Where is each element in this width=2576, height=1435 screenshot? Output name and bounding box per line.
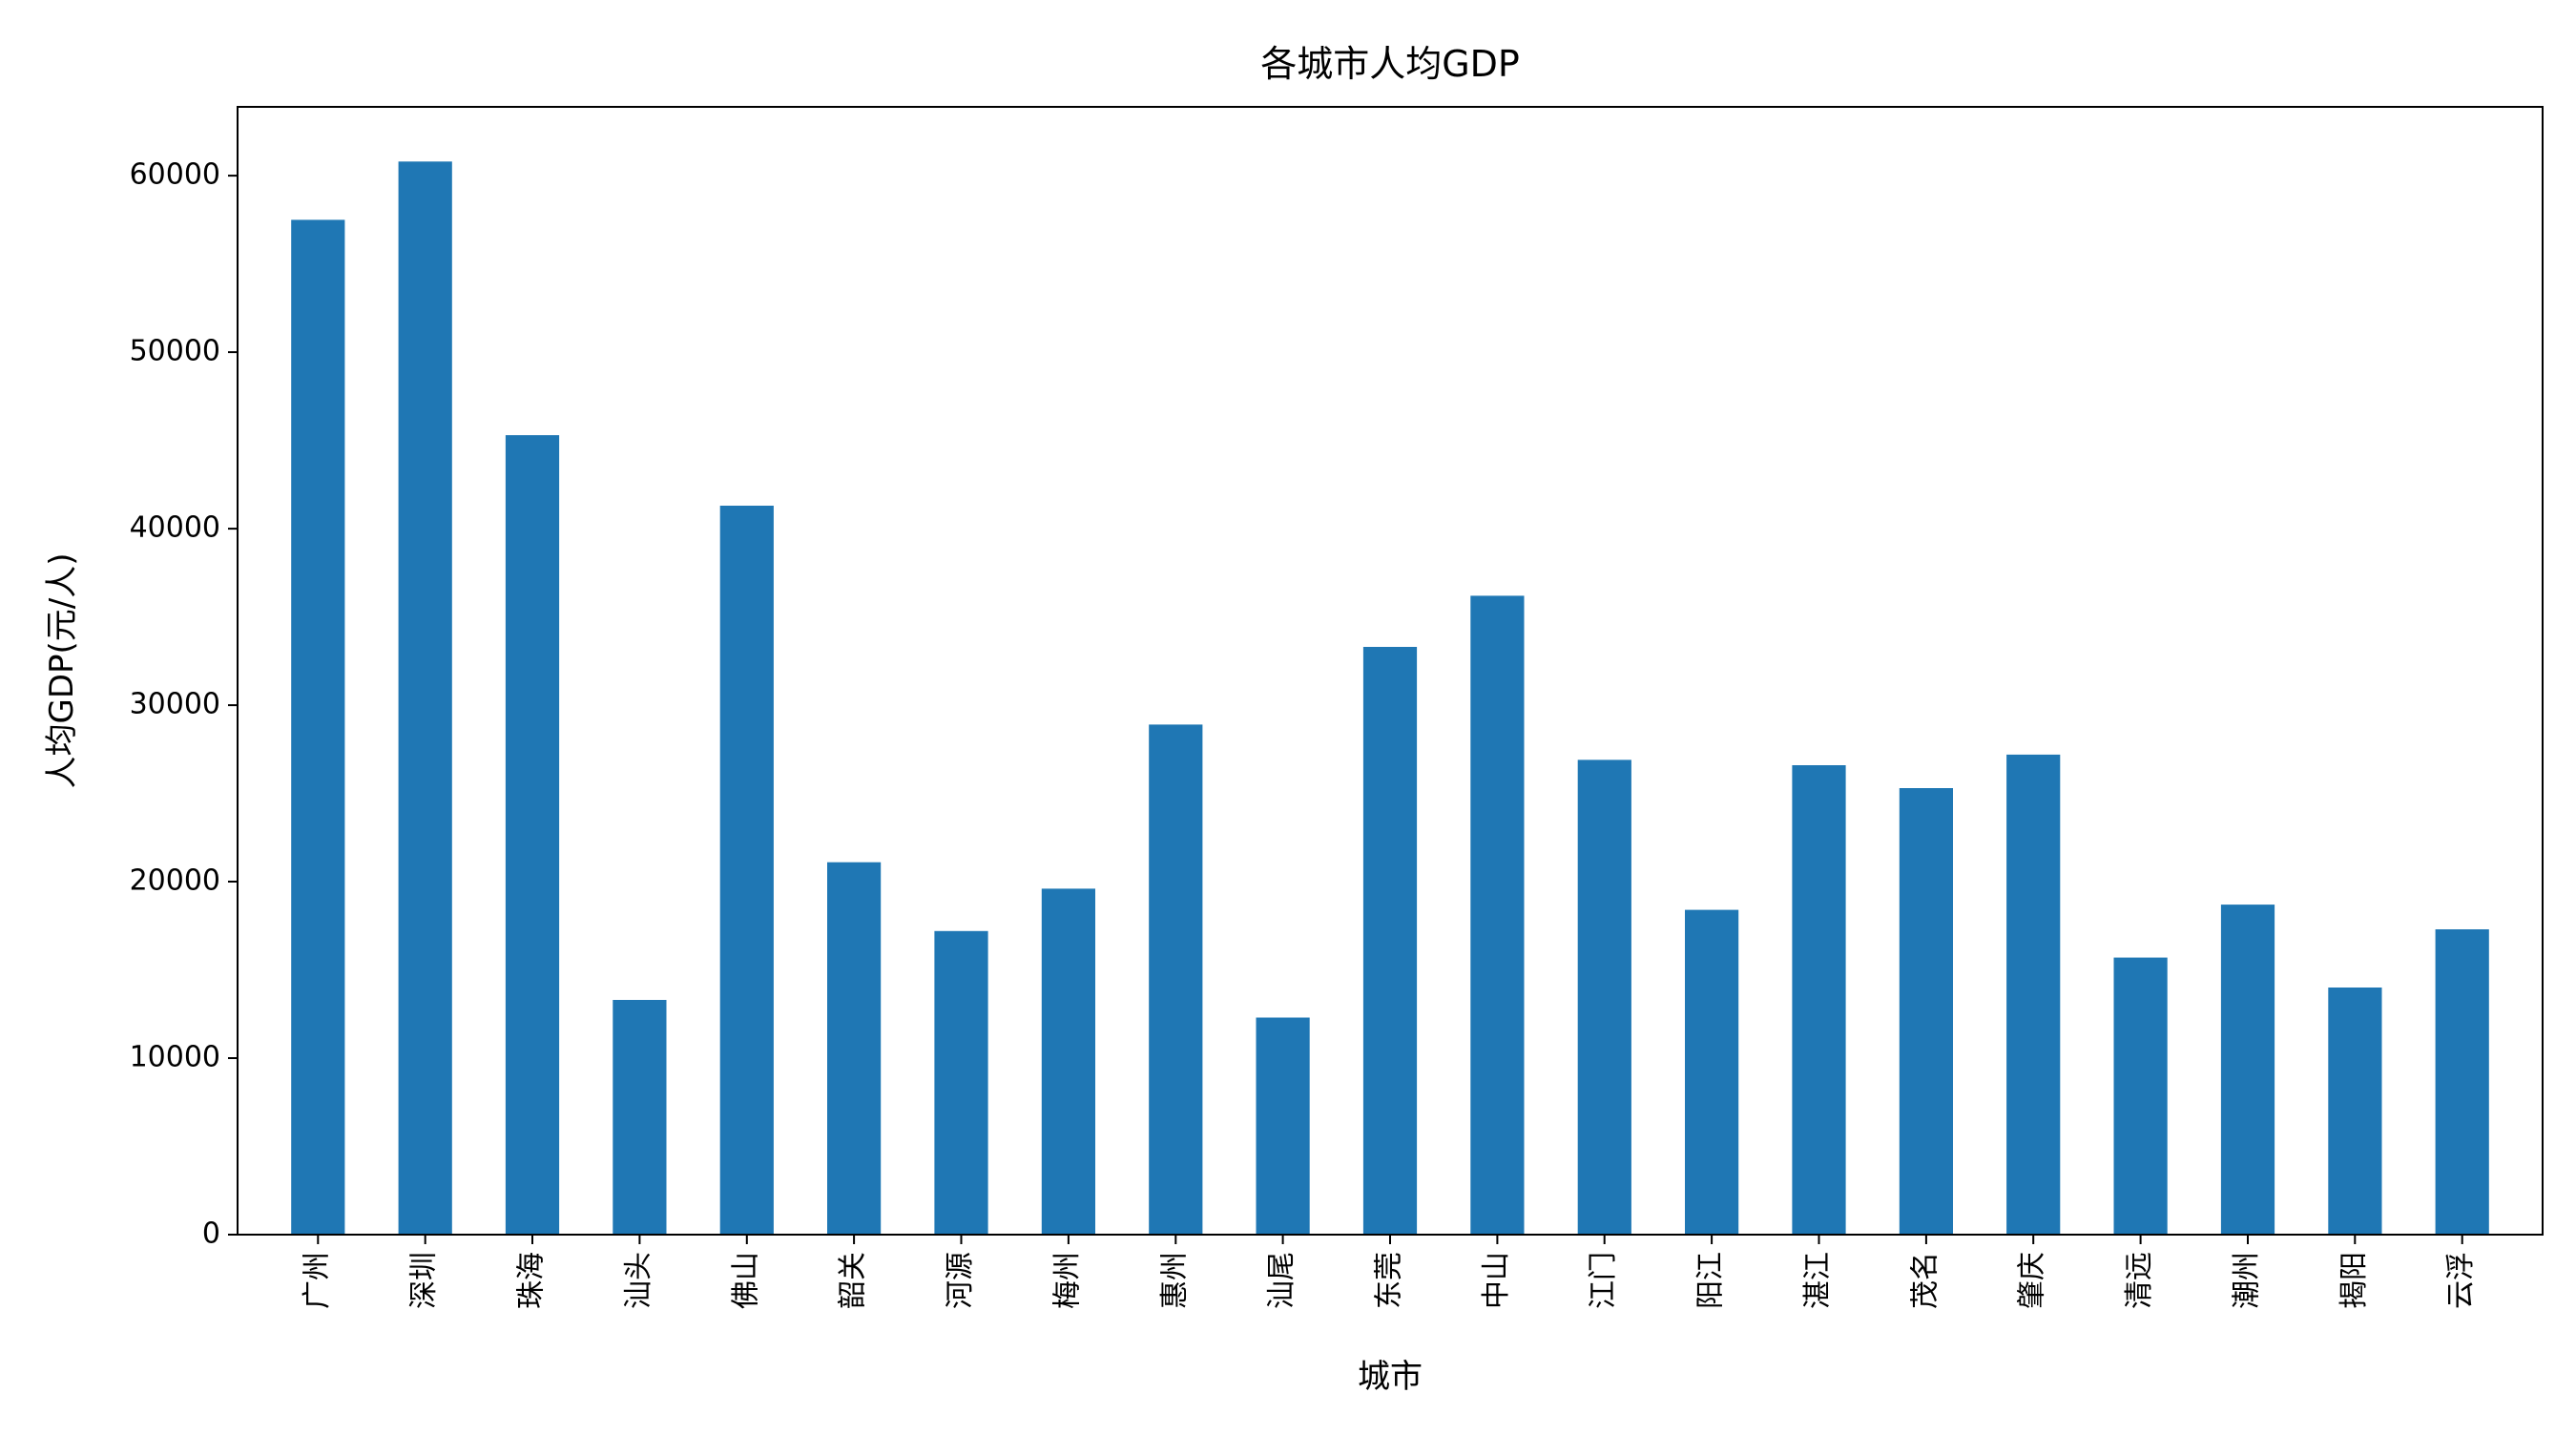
x-tick-label: 河源 bbox=[944, 1252, 977, 1309]
x-tick-label: 江门 bbox=[1587, 1252, 1620, 1309]
bar-汕尾 bbox=[1256, 1017, 1310, 1235]
x-tick-label: 云浮 bbox=[2444, 1252, 2478, 1309]
x-tick-label: 清远 bbox=[2123, 1252, 2156, 1309]
x-tick-label: 惠州 bbox=[1158, 1252, 1192, 1309]
bar-佛山 bbox=[719, 506, 774, 1235]
y-tick-label: 60000 bbox=[130, 158, 220, 192]
x-tick-label: 茂名 bbox=[1908, 1252, 1942, 1309]
bar-东莞 bbox=[1362, 647, 1418, 1235]
bar-湛江 bbox=[1792, 765, 1846, 1235]
y-tick-label: 0 bbox=[202, 1217, 220, 1251]
x-tick-label: 湛江 bbox=[1801, 1252, 1835, 1309]
x-tick-label: 佛山 bbox=[729, 1252, 762, 1309]
x-tick-label: 梅州 bbox=[1050, 1252, 1084, 1309]
bar-惠州 bbox=[1149, 724, 1203, 1235]
x-axis: 广州 深圳 珠海 汕头 佛山 韶关 河源 梅州 惠州 汕尾 东莞 中山 江门 阳江 湛江 茂名 肇庆 清远 潮州 揭阳… bbox=[301, 1235, 2478, 1309]
plot-frame bbox=[237, 106, 2544, 1236]
x-tick-label: 中山 bbox=[1480, 1252, 1513, 1309]
bar-肇庆 bbox=[2006, 754, 2061, 1235]
bar-揭阳 bbox=[2328, 988, 2382, 1235]
x-tick-label: 汕尾 bbox=[1265, 1252, 1298, 1309]
x-tick-label: 潮州 bbox=[2231, 1252, 2264, 1309]
bar-汕头 bbox=[613, 1000, 667, 1235]
x-tick-label: 东莞 bbox=[1373, 1252, 1406, 1309]
y-axis-label: 人均GDP(元/人) bbox=[43, 552, 81, 788]
bar-江门 bbox=[1577, 759, 1631, 1235]
bar-梅州 bbox=[1041, 888, 1095, 1235]
bar-云浮 bbox=[2435, 929, 2489, 1235]
x-tick-label: 韶关 bbox=[837, 1252, 870, 1309]
x-axis-label: 城市 bbox=[1358, 1358, 1423, 1396]
bar-珠海 bbox=[505, 435, 560, 1236]
bar-广州 bbox=[291, 219, 345, 1235]
bar-深圳 bbox=[398, 161, 452, 1235]
y-tick-label: 40000 bbox=[130, 511, 220, 545]
bar-清远 bbox=[2113, 957, 2168, 1235]
x-tick-label: 肇庆 bbox=[2016, 1252, 2049, 1309]
y-tick-label: 50000 bbox=[130, 335, 220, 368]
x-tick-label: 珠海 bbox=[515, 1252, 549, 1309]
y-tick-label: 20000 bbox=[130, 864, 220, 898]
x-tick-label: 汕头 bbox=[622, 1252, 655, 1309]
x-tick-label: 揭阳 bbox=[2337, 1252, 2371, 1309]
bar-茂名 bbox=[1899, 788, 1953, 1235]
bar-河源 bbox=[934, 930, 988, 1235]
y-tick-label: 10000 bbox=[130, 1041, 220, 1074]
chart-title: 各城市人均GDP bbox=[1260, 43, 1520, 85]
y-axis: 0 10000 20000 30000 40000 50000 60000 bbox=[130, 158, 238, 1251]
bar-阳江 bbox=[1685, 909, 1739, 1235]
bars-layer bbox=[291, 161, 2489, 1236]
bar-潮州 bbox=[2220, 905, 2275, 1235]
bar-韶关 bbox=[827, 862, 882, 1235]
x-tick-label: 深圳 bbox=[407, 1252, 441, 1309]
y-tick-label: 30000 bbox=[130, 688, 220, 721]
x-tick-label: 广州 bbox=[301, 1252, 334, 1309]
bar-中山 bbox=[1470, 595, 1525, 1235]
x-tick-label: 阳江 bbox=[1694, 1252, 1728, 1309]
